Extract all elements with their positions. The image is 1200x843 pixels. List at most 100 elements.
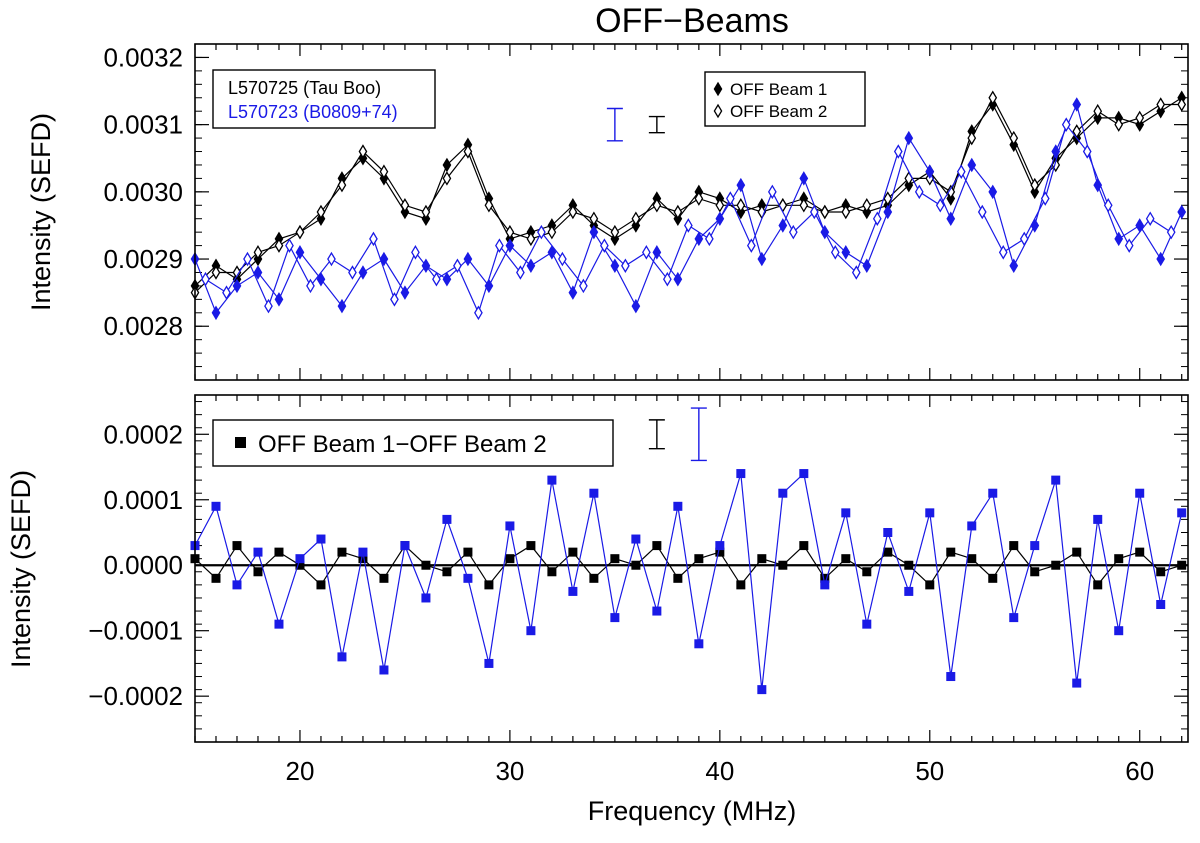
bottom-y-axis-label: Intensity (SEFD) — [6, 470, 36, 668]
data-point — [715, 547, 725, 557]
data-point — [421, 204, 431, 220]
difference-legend-box — [212, 419, 614, 467]
data-point — [1019, 231, 1029, 247]
data-point — [589, 224, 599, 240]
data-point — [736, 177, 746, 193]
data-point — [579, 278, 588, 294]
series-line — [194, 96, 1182, 294]
data-point — [600, 238, 609, 253]
data-point — [715, 541, 725, 551]
legend-entry-beam-2: OFF Beam 2 — [730, 102, 827, 121]
data-point — [778, 198, 788, 213]
data-point — [967, 130, 977, 146]
data-point — [253, 567, 263, 577]
data-point — [1135, 110, 1145, 126]
series-line — [194, 472, 1183, 690]
data-point — [505, 238, 515, 253]
data-point — [662, 271, 672, 287]
data-point — [904, 130, 914, 146]
data-point — [442, 514, 452, 524]
data-point — [1072, 97, 1082, 112]
data-point — [904, 586, 914, 596]
data-point — [809, 204, 819, 220]
data-point — [1009, 258, 1019, 274]
data-point — [516, 265, 525, 280]
data-point — [505, 521, 515, 531]
data-point — [652, 606, 662, 616]
data-point — [1072, 547, 1082, 557]
data-point — [862, 198, 872, 213]
data-point — [589, 211, 599, 226]
data-point — [484, 658, 494, 668]
data-point — [673, 271, 683, 287]
data-point — [841, 204, 851, 220]
data-point — [1103, 198, 1113, 213]
data-point — [201, 271, 210, 287]
observation-legend: L570725 (Tau Boo) L570723 (B0809+74) — [212, 69, 436, 129]
data-point — [883, 527, 893, 537]
data-point — [694, 191, 704, 206]
data-point — [642, 245, 651, 260]
data-point — [1072, 678, 1082, 688]
data-point — [358, 554, 368, 564]
data-point — [358, 265, 368, 280]
data-point — [421, 593, 431, 603]
data-point — [925, 508, 935, 518]
data-point — [631, 534, 641, 544]
data-point — [1051, 475, 1061, 485]
data-point — [841, 245, 851, 260]
data-point — [232, 541, 242, 551]
data-point — [610, 613, 620, 623]
data-point — [379, 573, 389, 583]
x-tick-label: 20 — [286, 756, 315, 786]
y-tick-label: 0.0001 — [103, 485, 183, 515]
data-point — [694, 639, 704, 649]
beam-legend-box — [704, 71, 866, 127]
data-point — [904, 560, 914, 570]
data-point — [348, 265, 357, 280]
data-point — [1061, 117, 1071, 132]
data-point — [400, 198, 410, 213]
bottom-series-group — [190, 469, 1187, 695]
data-point — [537, 224, 546, 240]
series-line — [194, 102, 1183, 315]
data-point — [442, 271, 452, 287]
data-point — [652, 198, 662, 213]
data-point — [526, 626, 536, 636]
data-point — [683, 218, 693, 233]
legend-marker — [713, 81, 723, 97]
data-point — [1156, 567, 1166, 577]
data-point — [1177, 204, 1187, 220]
data-point — [830, 245, 840, 260]
data-point — [1114, 231, 1124, 247]
data-point — [1177, 560, 1187, 570]
data-point — [799, 171, 809, 186]
data-point — [274, 238, 284, 253]
data-point — [358, 144, 368, 159]
data-point — [610, 554, 620, 564]
y-tick-label: −0.0001 — [88, 616, 183, 646]
beam-legend: OFF Beam 1 OFF Beam 2 — [704, 71, 866, 127]
data-point — [316, 534, 326, 544]
data-point — [977, 204, 987, 220]
data-point — [547, 245, 557, 260]
filled-diamond-marker-icon — [713, 81, 723, 97]
data-point — [862, 567, 872, 577]
observation-label-black: L570725 (Tau Boo) — [228, 78, 381, 98]
data-point — [652, 245, 662, 260]
data-point — [1156, 251, 1166, 267]
data-point — [589, 488, 599, 498]
data-point — [379, 164, 389, 179]
data-point — [306, 278, 315, 294]
data-point — [463, 144, 473, 159]
data-point — [1156, 97, 1166, 112]
data-point — [757, 554, 767, 564]
data-point — [694, 554, 704, 564]
top-panel: 0.0028 0.0029 0.0030 0.0031 0.0032 Intensity… — [26, 42, 1189, 381]
data-point — [652, 541, 662, 551]
top-plot-frame — [194, 43, 1189, 381]
data-point — [757, 251, 767, 267]
data-point — [820, 580, 830, 590]
filled-square-marker-icon — [235, 437, 246, 448]
data-point — [568, 586, 578, 596]
